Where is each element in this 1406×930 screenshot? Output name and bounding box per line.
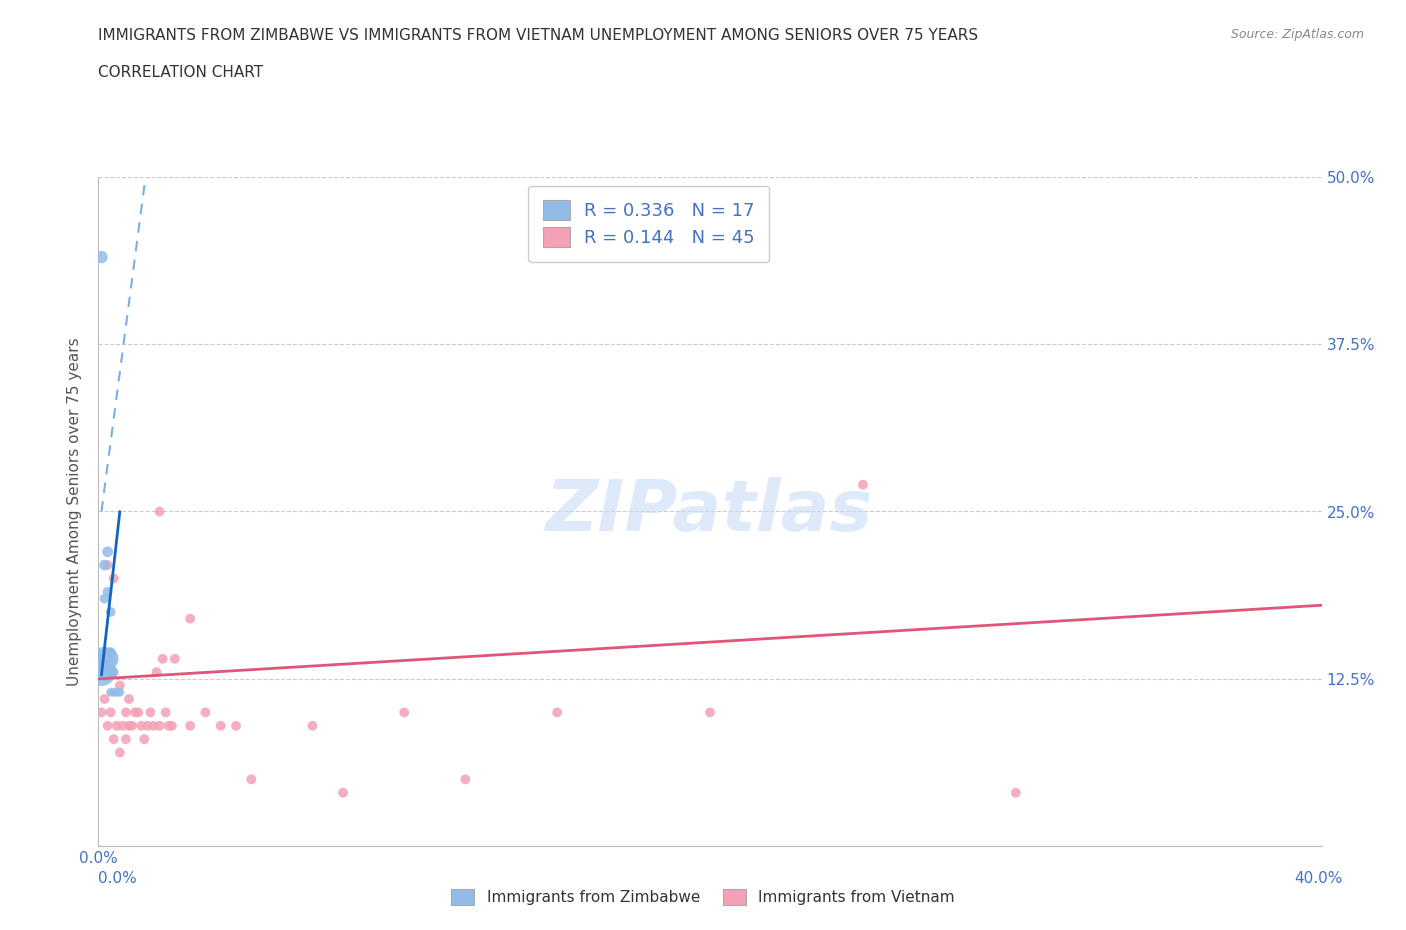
Point bbox=[121, 718, 143, 733]
Point bbox=[209, 718, 232, 733]
Point bbox=[145, 665, 167, 680]
Point bbox=[97, 558, 120, 573]
Text: IMMIGRANTS FROM ZIMBABWE VS IMMIGRANTS FROM VIETNAM UNEMPLOYMENT AMONG SENIORS O: IMMIGRANTS FROM ZIMBABWE VS IMMIGRANTS F… bbox=[98, 28, 979, 43]
Point bbox=[100, 705, 122, 720]
Point bbox=[149, 504, 172, 519]
Point bbox=[392, 705, 416, 720]
Point bbox=[124, 705, 146, 720]
Point bbox=[332, 785, 354, 800]
Point bbox=[179, 718, 201, 733]
Text: 40.0%: 40.0% bbox=[1295, 871, 1343, 886]
Point bbox=[100, 665, 122, 680]
Point bbox=[160, 718, 183, 733]
Point bbox=[136, 718, 159, 733]
Text: ZIPatlas: ZIPatlas bbox=[547, 477, 873, 546]
Point bbox=[97, 651, 120, 666]
Point bbox=[90, 249, 112, 264]
Point bbox=[240, 772, 263, 787]
Point bbox=[93, 651, 115, 666]
Point bbox=[115, 705, 138, 720]
Point bbox=[134, 732, 156, 747]
Point bbox=[1004, 785, 1026, 800]
Point bbox=[103, 571, 125, 586]
Point bbox=[139, 705, 162, 720]
Point bbox=[118, 718, 141, 733]
Y-axis label: Unemployment Among Seniors over 75 years: Unemployment Among Seniors over 75 years bbox=[67, 338, 83, 685]
Point bbox=[111, 718, 134, 733]
Point bbox=[127, 705, 149, 720]
Point bbox=[105, 684, 128, 699]
Point bbox=[97, 584, 120, 599]
Point bbox=[93, 692, 115, 707]
Point bbox=[97, 665, 120, 680]
Point bbox=[100, 644, 122, 659]
Legend: Immigrants from Zimbabwe, Immigrants from Vietnam: Immigrants from Zimbabwe, Immigrants fro… bbox=[444, 882, 962, 913]
Point bbox=[93, 591, 115, 606]
Point bbox=[142, 718, 165, 733]
Point bbox=[103, 732, 125, 747]
Legend: R = 0.336   N = 17, R = 0.144   N = 45: R = 0.336 N = 17, R = 0.144 N = 45 bbox=[529, 186, 769, 261]
Point bbox=[699, 705, 721, 720]
Point bbox=[97, 544, 120, 559]
Point bbox=[852, 477, 875, 492]
Point bbox=[90, 665, 112, 680]
Point bbox=[301, 718, 323, 733]
Point bbox=[105, 718, 128, 733]
Point bbox=[194, 705, 217, 720]
Point bbox=[225, 718, 247, 733]
Point bbox=[103, 665, 125, 680]
Point bbox=[97, 718, 120, 733]
Point bbox=[152, 651, 174, 666]
Point bbox=[100, 604, 122, 619]
Point bbox=[93, 558, 115, 573]
Text: Source: ZipAtlas.com: Source: ZipAtlas.com bbox=[1230, 28, 1364, 41]
Point bbox=[118, 692, 141, 707]
Point bbox=[149, 718, 172, 733]
Point bbox=[454, 772, 477, 787]
Text: CORRELATION CHART: CORRELATION CHART bbox=[98, 65, 263, 80]
Point bbox=[179, 611, 201, 626]
Point bbox=[108, 745, 131, 760]
Point bbox=[115, 732, 138, 747]
Point bbox=[103, 684, 125, 699]
Point bbox=[108, 678, 131, 693]
Point bbox=[108, 684, 131, 699]
Point bbox=[163, 651, 186, 666]
Point bbox=[90, 705, 112, 720]
Point bbox=[155, 705, 177, 720]
Point bbox=[100, 684, 122, 699]
Text: 0.0%: 0.0% bbox=[98, 871, 138, 886]
Point bbox=[546, 705, 568, 720]
Point bbox=[129, 718, 152, 733]
Point bbox=[157, 718, 180, 733]
